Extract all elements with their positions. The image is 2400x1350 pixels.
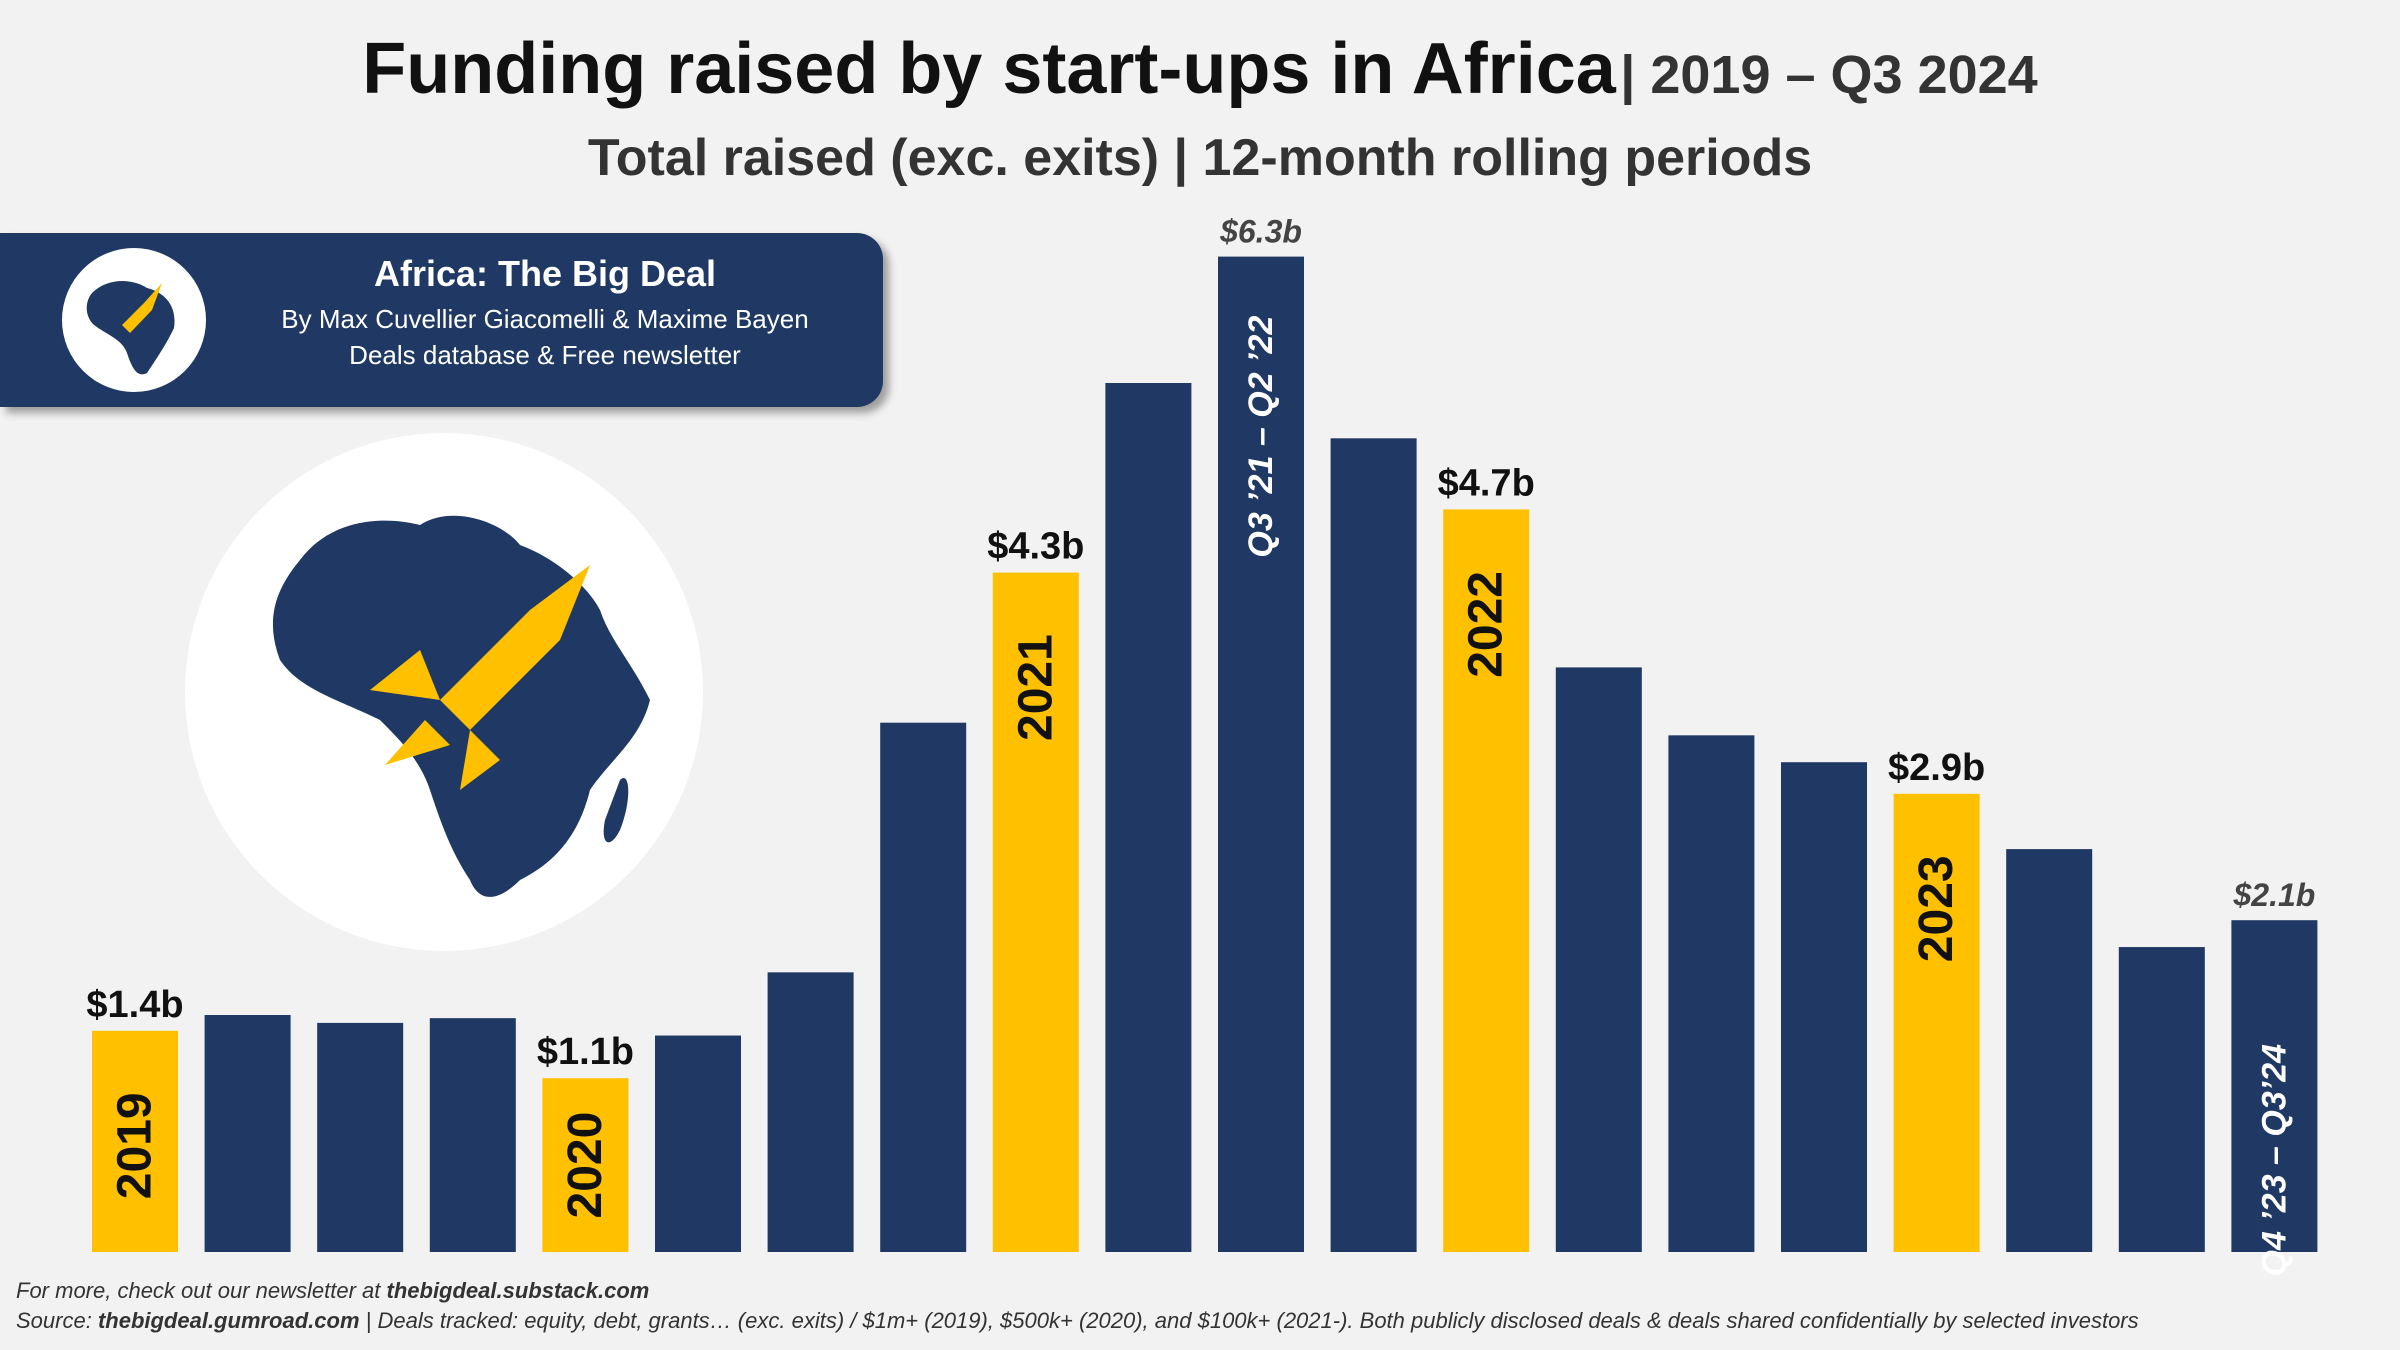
bar-highlight [542,1078,629,1252]
bar-highlight [992,572,1079,1252]
bar-highlight [1443,509,1530,1252]
bar-period-label: 2021 [1009,634,1062,741]
bar [1330,438,1417,1252]
source-link[interactable]: thebigdeal.gumroad.com [97,1308,360,1333]
bar [1668,735,1755,1252]
africa-rocket-icon [62,248,206,392]
chart-subtitle: Total raised (exc. exits) | 12-month rol… [587,129,1813,187]
bar-period-label: 2020 [559,1112,612,1219]
brand-authors: By Max Cuvellier Giacomelli & Maxime Bay… [281,304,809,334]
bar [2118,947,2205,1252]
footer-source: Source: thebigdeal.gumroad.com | Deals t… [16,1308,2139,1334]
bar [1555,667,1642,1252]
footer-text: For more, check out our newsletter at [16,1278,387,1303]
bar [1781,762,1867,1252]
footer-text: | Deals tracked: equity, debt, grants… (… [359,1308,2139,1333]
brand-tagline: Deals database & Free newsletter [349,340,741,370]
value-label: $2.1b [2232,877,2315,913]
bar-period-label: Q4 ’23 – Q3’24 [2255,1044,2293,1277]
bar [204,1015,291,1252]
bar [767,972,854,1252]
bar [655,1035,741,1252]
bars: $1.4b 2019 $1.1b 2020 $4.3b 2021 $6.3b Q3 ’21 –… [86,214,2318,1277]
bar [2006,849,2093,1252]
footer-text: Source: [16,1308,98,1333]
bar [880,722,967,1252]
value-label: $1.1b [537,1031,634,1073]
title-period: | 2019 – Q3 2024 [1620,45,2038,105]
bar [429,1018,516,1252]
bar-highlight [1893,793,1980,1252]
newsletter-link[interactable]: thebigdeal.substack.com [386,1278,650,1303]
bar [2231,920,2318,1252]
bar [317,1022,404,1252]
value-label: $4.3b [987,526,1084,568]
value-label: $4.7b [1438,462,1535,504]
brand-name: Africa: The Big Deal [373,253,717,294]
bar-period-label: 2023 [1910,855,1963,962]
bar-period-label: 2019 [109,1092,162,1199]
brand-banner[interactable]: Africa: The Big Deal By Max Cuvellier Gi… [0,233,883,407]
value-label: $1.4b [86,984,183,1026]
bar [1105,383,1192,1252]
bar-highlight [92,1030,178,1252]
bar-period-label: 2022 [1460,571,1513,678]
bar [1218,256,1304,1253]
value-label: $2.9b [1888,747,1985,789]
chart-title: Funding raised by start-ups in Africa | … [0,28,2400,110]
africa-rocket-illustration [185,433,703,951]
bar-period-label: Q3 ’21 – Q2 ’22 [1242,316,1280,558]
footer-newsletter: For more, check out our newsletter at th… [16,1278,649,1304]
title-main: Funding raised by start-ups in Africa [362,29,1616,109]
value-label: $6.3b [1219,214,1302,250]
